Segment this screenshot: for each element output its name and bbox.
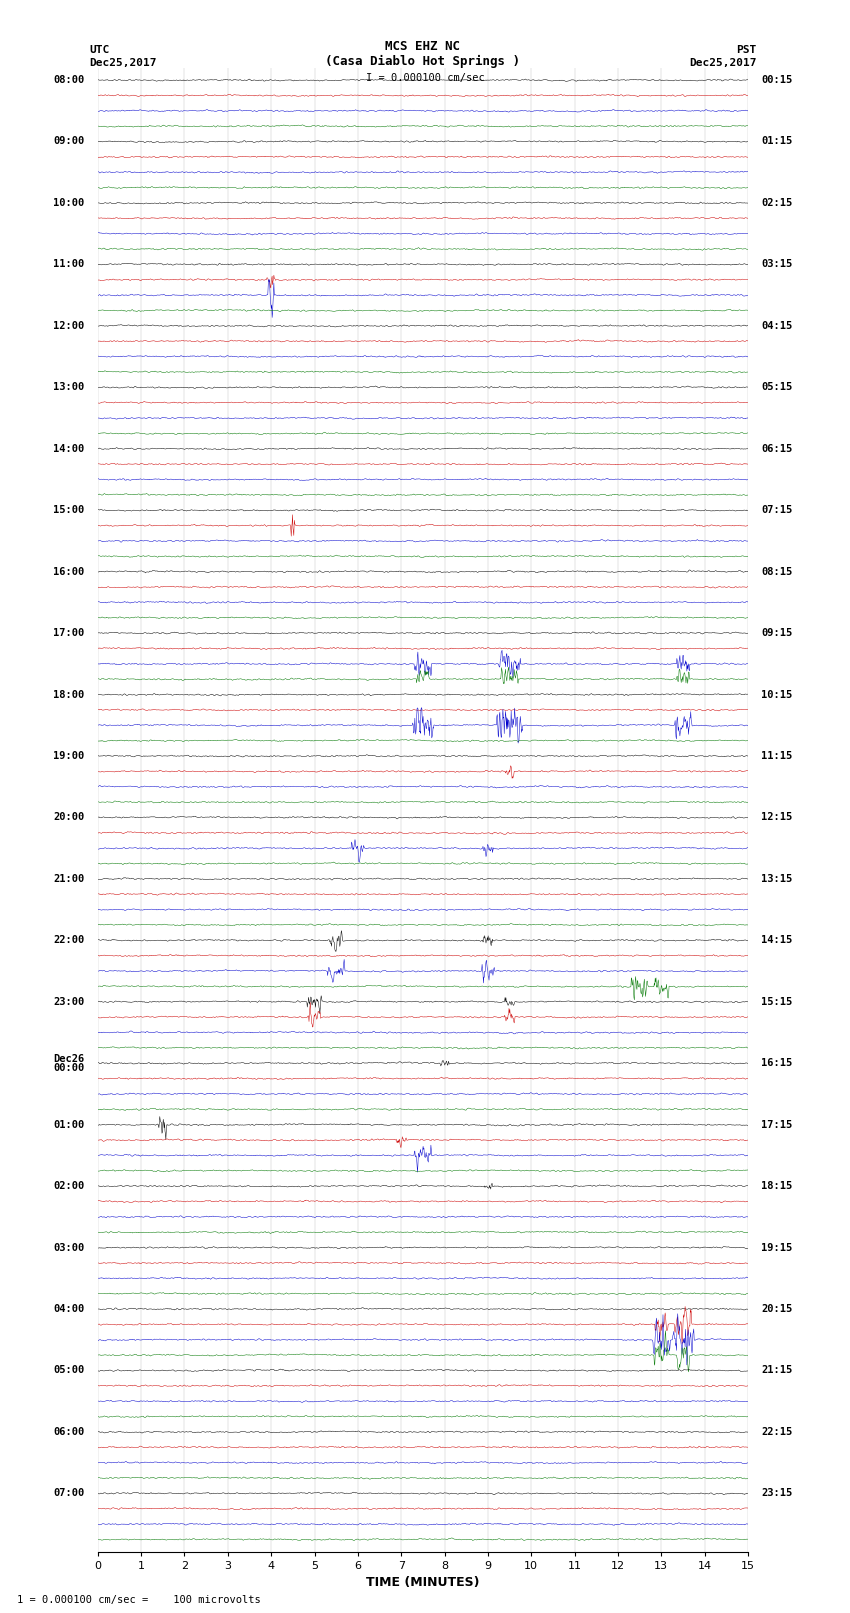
Text: 12:00: 12:00 bbox=[54, 321, 85, 331]
Text: 09:00: 09:00 bbox=[54, 137, 85, 147]
Text: 00:00: 00:00 bbox=[54, 1063, 85, 1073]
Text: 14:00: 14:00 bbox=[54, 444, 85, 453]
Text: 08:00: 08:00 bbox=[54, 76, 85, 85]
Text: Dec25,2017: Dec25,2017 bbox=[689, 58, 756, 68]
Text: 10:15: 10:15 bbox=[761, 689, 792, 700]
Text: 14:15: 14:15 bbox=[761, 936, 792, 945]
Text: 01:00: 01:00 bbox=[54, 1119, 85, 1129]
Text: 09:15: 09:15 bbox=[761, 627, 792, 639]
Text: 15:15: 15:15 bbox=[761, 997, 792, 1007]
Text: 05:00: 05:00 bbox=[54, 1366, 85, 1376]
Text: 19:15: 19:15 bbox=[761, 1242, 792, 1253]
Text: 17:15: 17:15 bbox=[761, 1119, 792, 1129]
Text: 18:00: 18:00 bbox=[54, 689, 85, 700]
Text: 23:15: 23:15 bbox=[761, 1489, 792, 1498]
Text: Dec25,2017: Dec25,2017 bbox=[89, 58, 156, 68]
Text: 03:15: 03:15 bbox=[761, 260, 792, 269]
Text: 19:00: 19:00 bbox=[54, 752, 85, 761]
Text: 21:15: 21:15 bbox=[761, 1366, 792, 1376]
Text: 07:00: 07:00 bbox=[54, 1489, 85, 1498]
Title: MCS EHZ NC
(Casa Diablo Hot Springs ): MCS EHZ NC (Casa Diablo Hot Springs ) bbox=[326, 40, 520, 68]
Text: 04:00: 04:00 bbox=[54, 1303, 85, 1315]
Text: 20:00: 20:00 bbox=[54, 813, 85, 823]
Text: 12:15: 12:15 bbox=[761, 813, 792, 823]
Text: 05:15: 05:15 bbox=[761, 382, 792, 392]
Text: 11:00: 11:00 bbox=[54, 260, 85, 269]
Text: 23:00: 23:00 bbox=[54, 997, 85, 1007]
Text: 06:00: 06:00 bbox=[54, 1428, 85, 1437]
Text: 08:15: 08:15 bbox=[761, 566, 792, 576]
Text: 20:15: 20:15 bbox=[761, 1303, 792, 1315]
Text: PST: PST bbox=[736, 45, 756, 55]
Text: 10:00: 10:00 bbox=[54, 198, 85, 208]
Text: 04:15: 04:15 bbox=[761, 321, 792, 331]
Text: 03:00: 03:00 bbox=[54, 1242, 85, 1253]
Text: UTC: UTC bbox=[89, 45, 110, 55]
Text: 13:15: 13:15 bbox=[761, 874, 792, 884]
Text: 22:15: 22:15 bbox=[761, 1428, 792, 1437]
Text: 02:15: 02:15 bbox=[761, 198, 792, 208]
Text: Dec26: Dec26 bbox=[54, 1053, 85, 1063]
Text: 06:15: 06:15 bbox=[761, 444, 792, 453]
Text: 11:15: 11:15 bbox=[761, 752, 792, 761]
Text: 15:00: 15:00 bbox=[54, 505, 85, 515]
Text: 17:00: 17:00 bbox=[54, 627, 85, 639]
Text: 00:15: 00:15 bbox=[761, 76, 792, 85]
Text: 16:00: 16:00 bbox=[54, 566, 85, 576]
Text: 1 = 0.000100 cm/sec =    100 microvolts: 1 = 0.000100 cm/sec = 100 microvolts bbox=[17, 1595, 261, 1605]
Text: 02:00: 02:00 bbox=[54, 1181, 85, 1190]
Text: 21:00: 21:00 bbox=[54, 874, 85, 884]
Text: 18:15: 18:15 bbox=[761, 1181, 792, 1190]
Text: 07:15: 07:15 bbox=[761, 505, 792, 515]
Text: 22:00: 22:00 bbox=[54, 936, 85, 945]
Text: 13:00: 13:00 bbox=[54, 382, 85, 392]
X-axis label: TIME (MINUTES): TIME (MINUTES) bbox=[366, 1576, 479, 1589]
Text: 16:15: 16:15 bbox=[761, 1058, 792, 1068]
Text: I = 0.000100 cm/sec: I = 0.000100 cm/sec bbox=[366, 73, 484, 82]
Text: 01:15: 01:15 bbox=[761, 137, 792, 147]
